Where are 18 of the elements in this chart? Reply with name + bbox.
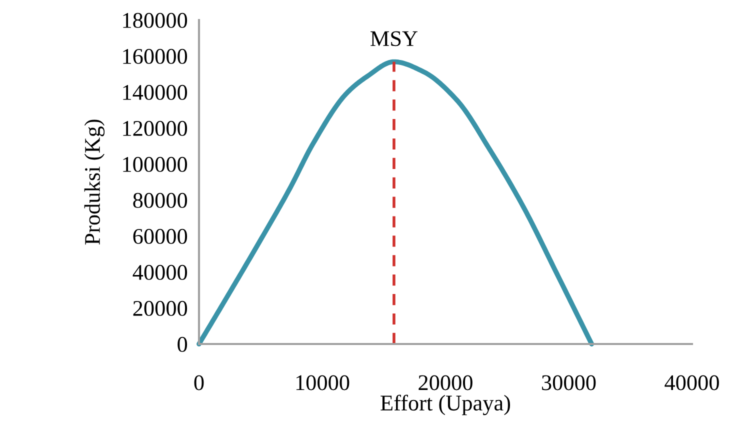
y-tick-label: 160000 — [123, 48, 188, 64]
annotation: MSY — [370, 31, 418, 46]
y-tick-label: 0 — [178, 336, 188, 352]
y-tick-label: 100000 — [123, 156, 188, 172]
y-tick-label: 140000 — [123, 84, 188, 100]
x-tick-label: 10000 — [296, 375, 350, 390]
y-tick-label: 60000 — [133, 228, 188, 244]
x-tick-label: 30000 — [542, 375, 596, 390]
y-tick-label: 40000 — [132, 264, 188, 280]
y-axis-title: Produksi (Kg) — [84, 120, 105, 245]
y-tick-label: 20000 — [133, 300, 188, 316]
y-tick-label: 180000 — [123, 12, 188, 28]
y-tick-label: 120000 — [123, 120, 188, 136]
y-tick-label: 80000 — [133, 192, 188, 208]
x-axis-title: Effort (Upaya) — [380, 394, 510, 416]
x-tick-label: 40000 — [664, 375, 719, 390]
x-tick-label: 0 — [194, 375, 204, 390]
x-tick-label: 20000 — [418, 375, 472, 390]
